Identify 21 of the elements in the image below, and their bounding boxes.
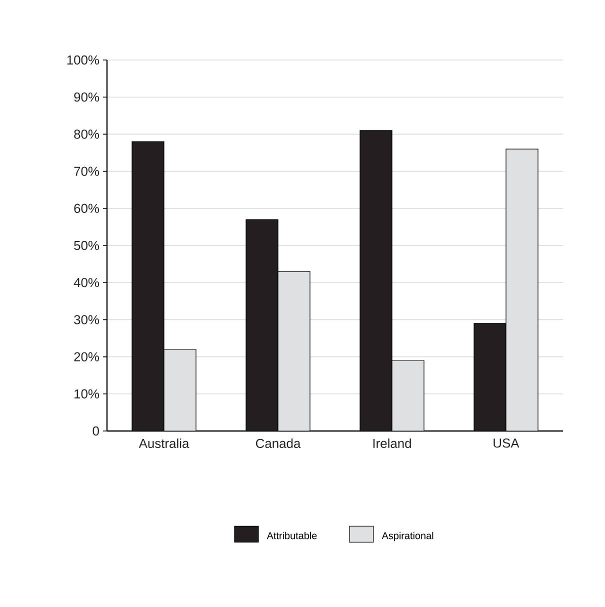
y-tick-label: 90% <box>74 92 100 102</box>
x-tick-label: Australia <box>138 438 190 448</box>
y-tick-label: 30% <box>74 315 100 324</box>
y-tick-label: 100% <box>67 55 100 65</box>
legend-label: Attributable <box>266 532 317 540</box>
bar <box>360 130 392 431</box>
y-tick-label: 0 <box>92 426 99 436</box>
bar <box>474 323 506 431</box>
y-tick-label: 40% <box>74 278 100 288</box>
y-tick-label: 20% <box>74 352 100 362</box>
y-tick-label: 50% <box>74 240 100 250</box>
legend-label: Aspirational <box>382 532 434 542</box>
bar <box>246 219 278 431</box>
bar <box>132 141 164 431</box>
y-tick-label: 60% <box>74 204 100 213</box>
x-tick-label: USA <box>494 438 520 448</box>
x-tick-label: Ireland <box>373 438 411 448</box>
x-tick-label: Canada <box>256 438 301 448</box>
y-tick-label: 80% <box>74 130 100 139</box>
y-tick-label: 10% <box>74 389 100 398</box>
y-tick-label: 70% <box>74 166 100 176</box>
